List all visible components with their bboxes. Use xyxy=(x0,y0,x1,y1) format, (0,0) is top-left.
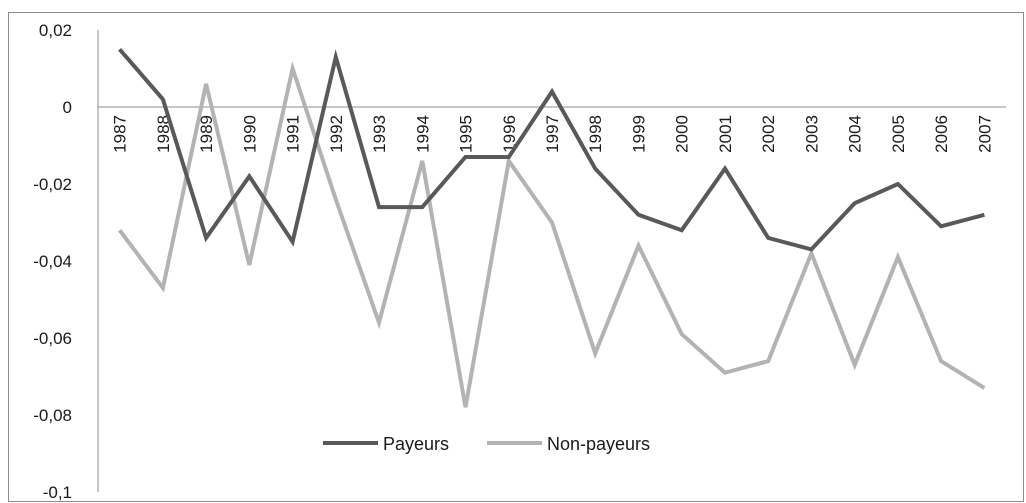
y-tick-label: -0,08 xyxy=(33,406,72,425)
x-tick-label: 1994 xyxy=(413,115,432,153)
y-tick-label: -0,1 xyxy=(43,483,72,502)
x-tick-label: 2004 xyxy=(846,115,865,153)
series-lines xyxy=(118,47,986,408)
x-tick-label: 1988 xyxy=(154,115,173,153)
x-tick-label: 1987 xyxy=(111,115,130,153)
x-tick-label: 1995 xyxy=(457,115,476,153)
x-tick-label: 2003 xyxy=(802,115,821,153)
y-tick-label: 0,02 xyxy=(39,21,72,40)
legend: Payeurs Non-payeurs xyxy=(323,434,650,454)
x-tick-label: 2005 xyxy=(889,115,908,153)
x-tick-label: 2002 xyxy=(759,115,778,153)
chart-frame xyxy=(8,12,1024,502)
x-tick-label: 2006 xyxy=(932,115,951,153)
x-tick-label: 1990 xyxy=(240,115,259,153)
x-tick-label: 2001 xyxy=(716,115,735,153)
x-tick-label: 1998 xyxy=(586,115,605,153)
x-tick-label: 2000 xyxy=(673,115,692,153)
y-tick-label: -0,02 xyxy=(33,175,72,194)
legend-label-payeurs: Payeurs xyxy=(383,434,449,454)
y-tick-label: 0 xyxy=(63,98,72,117)
y-tick-label: -0,06 xyxy=(33,329,72,348)
x-tick-label: 1993 xyxy=(370,115,389,153)
x-tick-label: 1991 xyxy=(284,115,303,153)
x-tick-label: 1997 xyxy=(543,115,562,153)
legend-label-non-payeurs: Non-payeurs xyxy=(547,434,650,454)
x-tick-label: 1999 xyxy=(629,115,648,153)
x-tick-label: 1996 xyxy=(500,115,519,153)
y-tick-label: -0,04 xyxy=(33,252,72,271)
x-tick-label: 1989 xyxy=(197,115,216,153)
x-axis-ticks: 1987 1988 1989 1990 1991 1992 1993 1994 1995 1996… xyxy=(111,115,995,153)
x-tick-label: 1992 xyxy=(327,115,346,153)
x-tick-label: 2007 xyxy=(975,115,994,153)
y-axis-ticks: 0,02 0 -0,02 -0,04 -0,06 -0,08 -0,1 xyxy=(33,21,72,502)
